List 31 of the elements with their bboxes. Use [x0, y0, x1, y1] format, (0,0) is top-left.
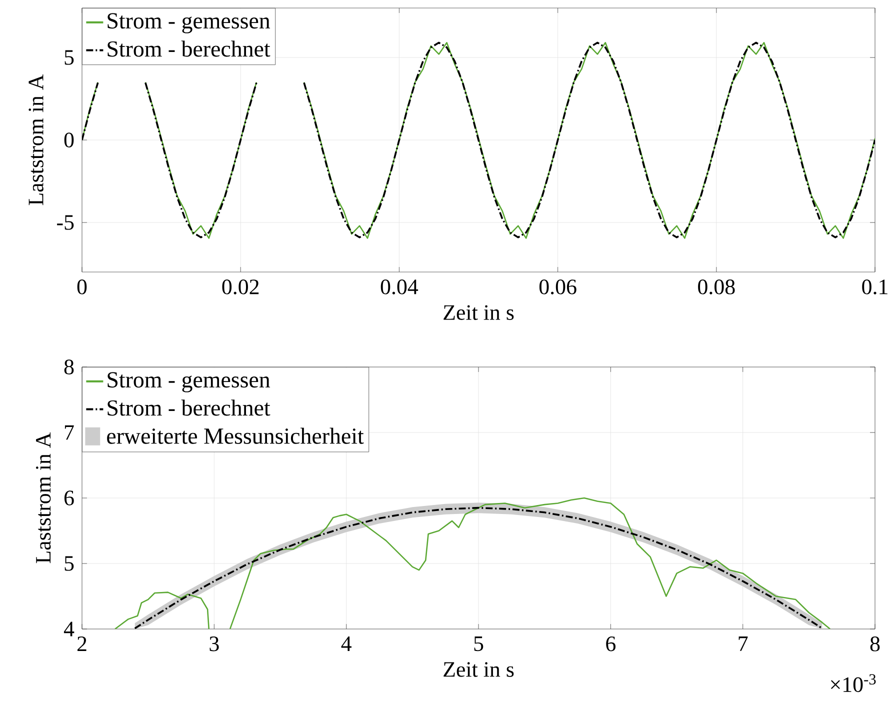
legend-label: erweiterte Messunsicherheit	[107, 428, 364, 444]
x-tick-label: 6	[606, 636, 616, 652]
x-tick-label: 0.08	[698, 280, 735, 294]
y-tick-label: 5	[64, 556, 74, 571]
legend-label: Strom - gemessen	[108, 372, 270, 392]
y-tick-label: 0	[64, 132, 74, 148]
x-tick-label: 8	[870, 636, 880, 652]
y-tick-label: 8	[64, 360, 74, 374]
legend-label: Strom - berechnet	[108, 40, 270, 57]
x-tick-label: 3	[210, 636, 219, 652]
x-tick-label: 0	[77, 280, 87, 294]
x-tick-label: 0.1	[862, 280, 888, 294]
y-tick-label: 4	[64, 622, 74, 636]
y-tick-label: -5	[57, 215, 74, 230]
x-tick-label: 7	[738, 636, 748, 651]
x-tick-label: 2	[77, 636, 86, 652]
y-axis-title: Laststrom in A	[36, 432, 51, 564]
x-tick-label: 0.04	[380, 280, 418, 294]
legend-label: Strom - berechnet	[108, 400, 270, 416]
x-tick-label: 4	[341, 636, 352, 651]
legend-label: Strom - gemessen	[108, 13, 270, 34]
y-tick-label: 5	[64, 50, 74, 65]
text: ×10$^{-3}$	[830, 674, 876, 692]
x-tick-label: 5	[474, 636, 484, 652]
y-axis-title: Laststrom in A	[28, 74, 44, 206]
x-axis-title: Zeit in s	[444, 662, 514, 677]
y-tick-label: 6	[64, 490, 74, 506]
x-axis-title: Zeit in s	[444, 305, 514, 320]
y-tick-label: 7	[64, 425, 74, 440]
x-tick-label: 0.02	[222, 280, 259, 294]
x-tick-label: 0.06	[539, 280, 576, 294]
